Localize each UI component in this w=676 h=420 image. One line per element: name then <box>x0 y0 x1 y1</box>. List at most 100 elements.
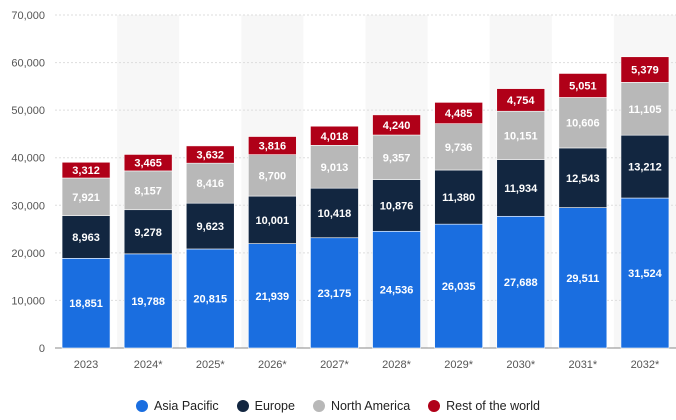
bar-segment <box>310 237 359 349</box>
y-tick-label: 50,000 <box>11 105 45 117</box>
bar-segment <box>496 88 546 112</box>
bar-value-label: 8,963 <box>72 232 100 244</box>
bar-value-label: 11,105 <box>628 104 661 116</box>
bar-segment <box>620 82 670 136</box>
bar-value-label: 19,788 <box>131 296 165 308</box>
bar-value-label: 12,543 <box>566 173 600 185</box>
bar-value-label: 8,700 <box>259 170 287 182</box>
legend-swatch <box>136 400 149 412</box>
bar-value-label: 10,876 <box>380 200 414 212</box>
legend-label: Asia Pacific <box>154 399 219 413</box>
bar-segment <box>496 215 546 349</box>
bar-segment <box>123 253 173 349</box>
bar-segment <box>372 230 421 349</box>
legend-swatch <box>236 400 249 412</box>
bar-value-label: 9,736 <box>445 142 473 154</box>
bar-segment <box>372 179 421 232</box>
bar-segment <box>620 197 670 349</box>
bar-value-label: 10,001 <box>256 215 290 227</box>
bar-segment <box>372 114 421 136</box>
bar-segment <box>123 209 173 255</box>
bar-value-label: 10,418 <box>318 208 352 220</box>
bar-segment <box>185 145 235 164</box>
x-tick-label: 2026* <box>258 359 287 371</box>
legend: Asia Pacific Europe North America Rest of t… <box>0 396 676 416</box>
bar-segment <box>248 154 297 197</box>
y-tick-label: 20,000 <box>11 248 45 260</box>
bar-value-label: 23,175 <box>318 288 352 300</box>
bar-segment <box>434 123 483 171</box>
bar-value-label: 5,051 <box>569 80 597 92</box>
legend-label: Rest of the world <box>446 399 540 413</box>
x-tick-label: 2031* <box>568 359 597 371</box>
legend-item[interactable]: Europe <box>236 399 295 413</box>
y-tick-label: 10,000 <box>11 295 45 307</box>
bar-value-label: 9,357 <box>383 152 411 164</box>
bar-segment <box>310 125 359 146</box>
bar-segment <box>185 202 235 250</box>
bar-value-label: 4,240 <box>383 120 411 132</box>
y-tick-label: 40,000 <box>11 153 45 165</box>
bar-value-label: 27,688 <box>504 277 538 289</box>
bar-segment <box>558 147 608 208</box>
x-tick-label: 2032* <box>631 359 660 371</box>
y-tick-label: 70,000 <box>11 10 45 22</box>
x-tick-label: 2028* <box>382 359 411 371</box>
x-tick-label: 2027* <box>320 359 349 371</box>
bar-value-label: 4,485 <box>445 108 473 120</box>
legend-item[interactable]: North America <box>312 399 411 413</box>
bar-value-label: 8,416 <box>196 178 224 190</box>
bar-value-label: 3,816 <box>259 141 287 153</box>
bar-value-label: 13,212 <box>628 162 662 174</box>
bar-value-label: 24,536 <box>380 285 414 297</box>
bar-value-label: 5,379 <box>631 65 659 77</box>
bar-segment <box>61 215 111 259</box>
legend-item[interactable]: Rest of the world <box>428 399 540 413</box>
bar-value-label: 26,035 <box>442 281 476 293</box>
bar-value-label: 3,465 <box>134 158 162 170</box>
x-tick-label: 2023 <box>74 359 98 371</box>
bar-value-label: 4,018 <box>321 131 349 143</box>
bar-segment <box>496 110 546 160</box>
bar-segment <box>185 162 235 204</box>
bar-value-label: 20,815 <box>193 293 227 305</box>
legend-swatch <box>312 400 325 412</box>
legend-label: Europe <box>254 399 295 413</box>
bar-segment <box>248 136 297 155</box>
bar-value-label: 3,632 <box>196 150 224 162</box>
bar-value-label: 21,939 <box>256 291 290 303</box>
bar-segment <box>123 154 173 172</box>
bar-value-label: 11,934 <box>504 183 538 195</box>
bar-value-label: 9,623 <box>196 221 224 233</box>
legend-label: North America <box>330 399 411 413</box>
bar-value-label: 11,380 <box>442 192 475 204</box>
legend-swatch <box>428 400 441 412</box>
bar-segment <box>61 161 111 179</box>
bar-value-label: 10,606 <box>566 118 600 130</box>
bar-segment <box>558 97 608 149</box>
bar-segment <box>372 134 421 180</box>
bar-segment <box>434 223 483 349</box>
bar-segment <box>434 102 483 124</box>
bar-value-label: 3,312 <box>72 165 100 177</box>
x-tick-label: 2025* <box>196 359 225 371</box>
bar-segment <box>185 248 235 349</box>
x-tick-label: 2024* <box>134 359 163 371</box>
bar-segment <box>558 207 608 349</box>
bar-value-label: 7,921 <box>72 192 100 204</box>
bar-segment <box>61 177 111 216</box>
bar-value-label: 10,151 <box>504 130 538 142</box>
chart-canvas: 0 10,000 20,000 30,000 40,000 50,000 60,000 70,… <box>11 10 676 371</box>
bar-segment <box>620 56 670 83</box>
x-tick-label: 2029* <box>444 359 473 371</box>
bar-segment <box>61 258 111 349</box>
bar-value-label: 9,278 <box>134 227 162 239</box>
bar-value-label: 8,157 <box>134 185 162 197</box>
bar-segment <box>558 73 608 98</box>
legend-item[interactable]: Asia Pacific <box>136 399 219 413</box>
x-tick-label: 2030* <box>506 359 535 371</box>
y-tick-label: 60,000 <box>11 58 45 70</box>
bar-value-label: 29,511 <box>566 273 599 285</box>
bar-value-label: 9,013 <box>321 162 349 174</box>
